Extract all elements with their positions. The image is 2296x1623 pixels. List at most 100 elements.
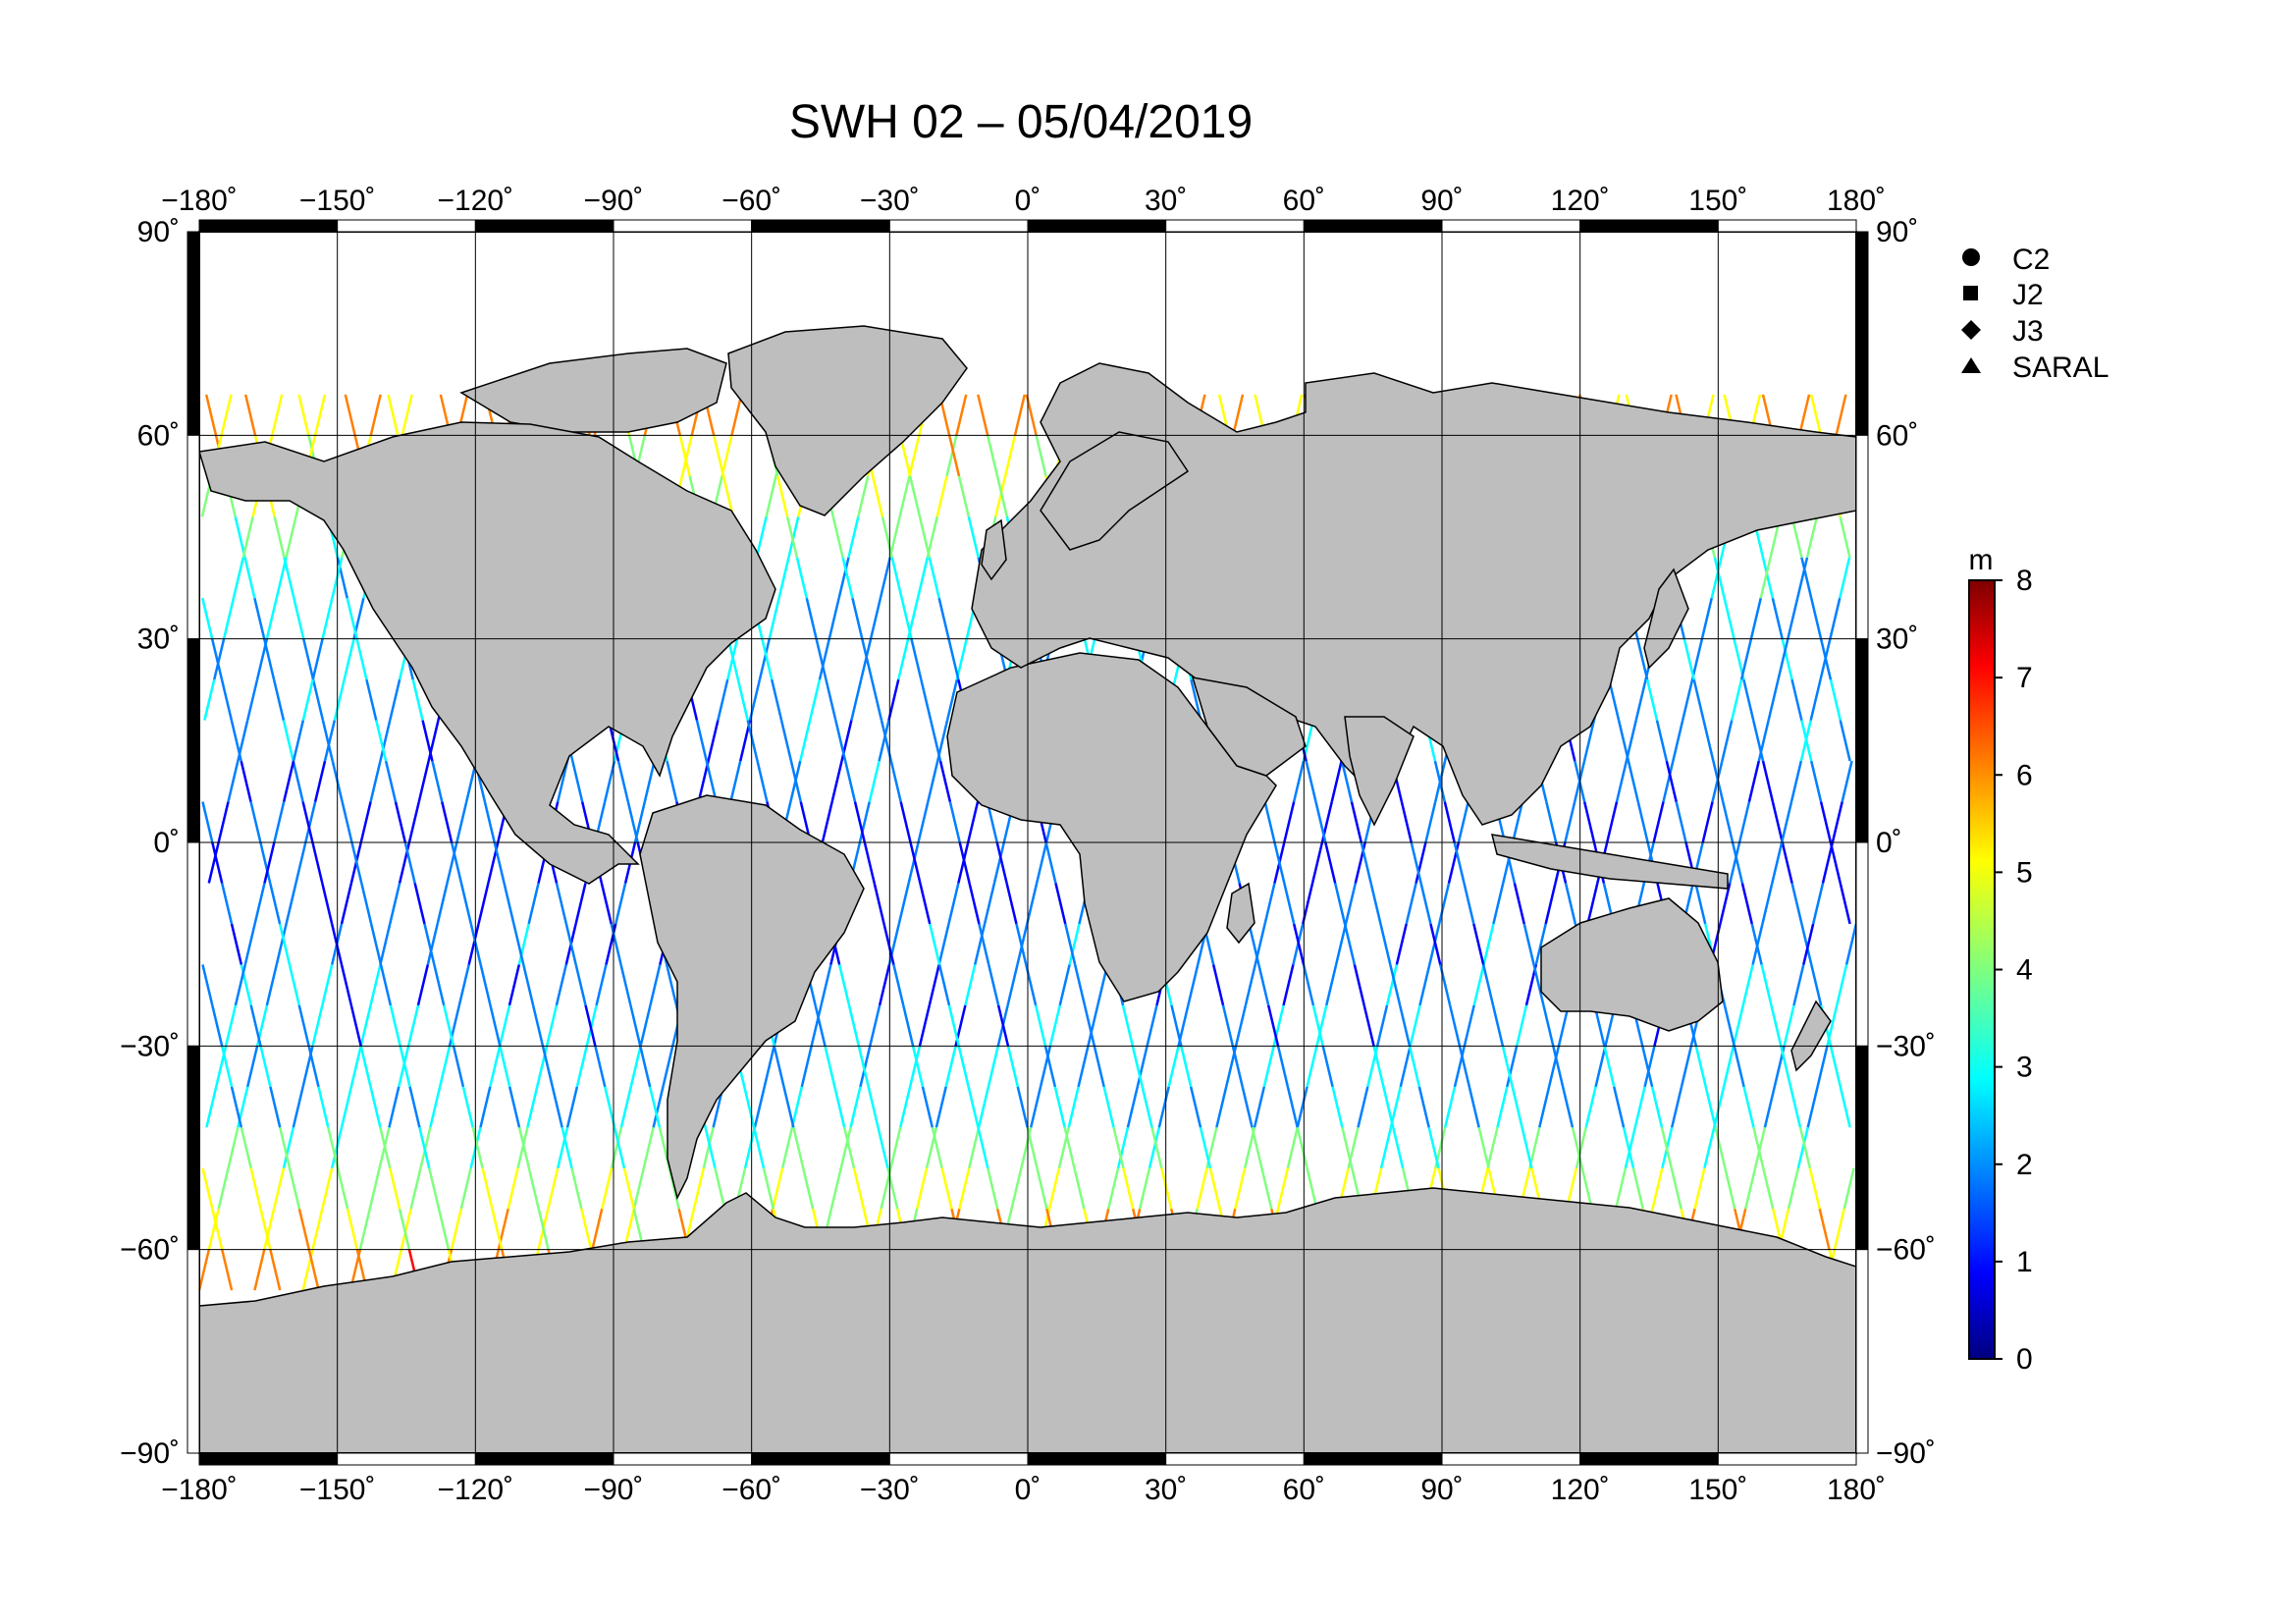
track-segment (575, 1046, 588, 1088)
track-segment (1645, 678, 1659, 721)
track-segment (1700, 597, 1713, 639)
track-segment (992, 841, 1006, 884)
track-segment (259, 1208, 272, 1250)
track-segment (304, 801, 317, 843)
track-segment (945, 678, 959, 721)
track-segment (455, 801, 468, 843)
track-segment (810, 1004, 823, 1047)
border-right-seg-3 (1855, 841, 1869, 1047)
track-segment (1511, 1086, 1523, 1128)
legend-marker-circle-icon (1962, 248, 1980, 266)
track-segment (1742, 1086, 1755, 1128)
track-segment (379, 1126, 392, 1169)
track-segment (1731, 678, 1743, 721)
track-segment (1771, 841, 1784, 884)
track-segment (234, 515, 246, 559)
track-segment (293, 597, 305, 639)
track-segment (1605, 801, 1619, 843)
track-segment (1234, 1004, 1248, 1047)
track-segment (1564, 883, 1577, 925)
track-segment (1781, 638, 1793, 680)
track-segment (1231, 394, 1245, 436)
track-segment (843, 760, 857, 802)
track-segment (978, 923, 990, 965)
track-segment (389, 883, 401, 925)
track-segment (859, 1046, 872, 1088)
lon-label-top-3: −90˚ (584, 185, 644, 217)
track-segment (413, 883, 426, 925)
track-segment (1276, 1046, 1290, 1088)
lat-label-right-5: −60˚ (1876, 1234, 1936, 1267)
land-greenland (727, 325, 968, 516)
track-segment (1064, 923, 1077, 965)
colorbar-tick-label-2: 2 (2016, 1149, 2033, 1181)
track-segment (1641, 1046, 1654, 1088)
track-segment (253, 1249, 266, 1291)
track-segment (642, 1126, 655, 1169)
track-segment (1829, 841, 1842, 884)
track-segment (983, 883, 996, 925)
track-segment (902, 1004, 915, 1047)
track-segment (889, 1126, 902, 1169)
track-segment (1334, 923, 1348, 965)
chart-title: SWH 02 – 05/04/2019 (789, 96, 1253, 148)
track-segment (1160, 1167, 1173, 1210)
track-segment (1690, 638, 1704, 680)
track-segment (407, 801, 421, 843)
track-segment (825, 678, 837, 721)
track-segment (1557, 1004, 1571, 1047)
track-segment (841, 557, 854, 599)
lat-label-right-4: −30˚ (1876, 1030, 1936, 1062)
border-top-seg-4 (751, 219, 890, 233)
track-segment (292, 760, 304, 802)
track-segment (726, 638, 740, 680)
track-segment (1582, 720, 1596, 762)
lat-label-right-6: −90˚ (1876, 1437, 1936, 1470)
track-segment (379, 923, 392, 965)
track-segment (616, 760, 630, 802)
land-indonesia (1490, 834, 1729, 890)
border-top-seg-9 (1441, 219, 1581, 233)
track-segment (929, 923, 941, 965)
track-segment (955, 638, 968, 680)
track-segment (564, 923, 577, 965)
track-segment (330, 1126, 344, 1169)
track-segment (908, 435, 921, 477)
track-segment (928, 964, 940, 1006)
track-segment (1614, 1167, 1628, 1210)
track-segment (1013, 394, 1027, 436)
track-segment (1681, 678, 1694, 721)
track-segment (1369, 883, 1382, 925)
lat-label-left-6: −90˚ (120, 1437, 180, 1470)
track-segment (1714, 1126, 1727, 1169)
track-segment (491, 1208, 504, 1250)
track-segment (899, 1086, 912, 1128)
track-segment (730, 394, 743, 436)
track-segment (1544, 883, 1557, 925)
track-segment (898, 475, 911, 517)
track-segment (234, 964, 247, 1006)
track-segment (1048, 1004, 1061, 1047)
lon-label-bottom-6: 0˚ (1015, 1474, 1041, 1506)
track-segment (313, 760, 327, 802)
track-segment (899, 801, 912, 843)
track-segment (340, 964, 353, 1006)
track-segment (1496, 1086, 1509, 1128)
track-segment (201, 597, 214, 639)
border-left-seg-3 (187, 841, 200, 1047)
track-segment (1015, 923, 1028, 965)
track-segment (1761, 760, 1775, 802)
track-segment (851, 597, 864, 639)
track-segment (878, 964, 891, 1006)
track-segment (1067, 1086, 1080, 1128)
track-segment (272, 678, 286, 721)
track-segment (240, 760, 252, 802)
track-segment (1408, 1046, 1421, 1088)
track-segment (1798, 1126, 1812, 1169)
colorbar-tick-label-6: 6 (2016, 759, 2033, 791)
track-segment (1283, 883, 1296, 925)
track-segment (379, 964, 393, 1006)
track-segment (833, 1086, 846, 1128)
border-right-seg-5 (1855, 1249, 1869, 1454)
track-segment (1073, 964, 1087, 1006)
